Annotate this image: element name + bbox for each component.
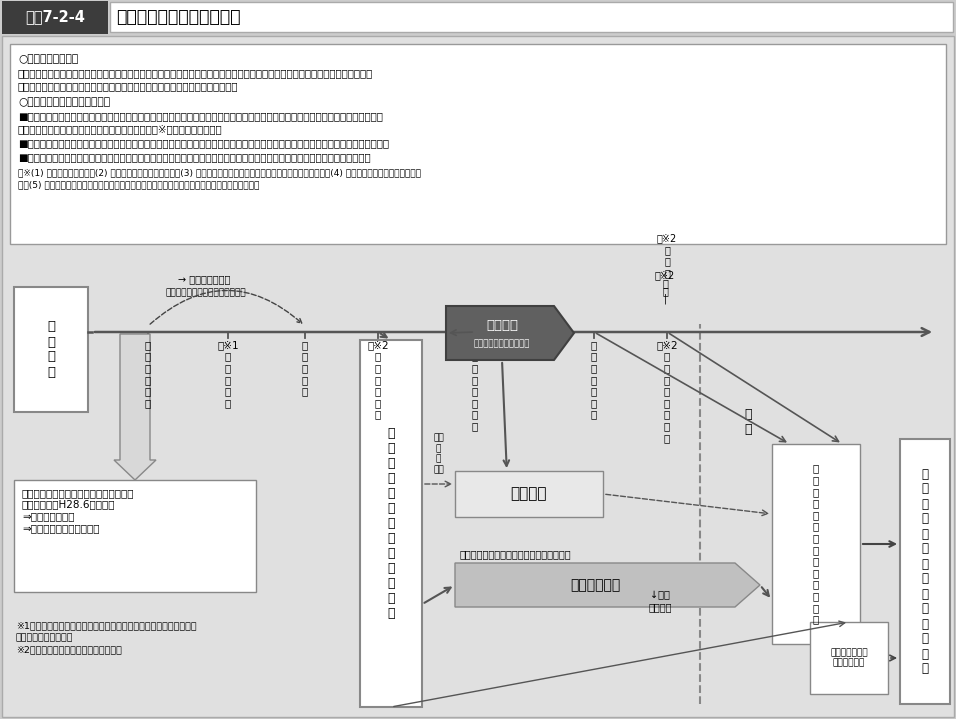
Text: センター調査: センター調査 <box>571 578 620 592</box>
Text: 再
発
の
防
止
に
関
す
る
普
及
啓
発
等: 再 発 の 防 止 に 関 す る 普 及 啓 発 等 <box>922 467 928 675</box>
Text: ※(1) 医療機関への支援、(2) 院内調査結果の整理・分析、(3) 遺族又は医療機関からの求めに応じて行う調査の実施、(4) 再発の防止に関する普及啓発、: ※(1) 医療機関への支援、(2) 院内調査結果の整理・分析、(3) 遺族又は医… <box>18 168 421 177</box>
Bar <box>360 340 422 707</box>
FancyArrowPatch shape <box>150 290 302 324</box>
Bar <box>110 2 953 32</box>
Bar <box>900 439 950 704</box>
Text: ○　医療事故の定義: ○ 医療事故の定義 <box>18 54 78 64</box>
Text: 医療事故調査制度の仕組み: 医療事故調査制度の仕組み <box>116 8 241 26</box>
Text: セ※2
ン
タ
ー: セ※2 ン タ ー <box>657 233 677 278</box>
Text: 院内での死亡事例を遺漏なく把握できる
体制を確保（H28.6見直し）
⇒医療事故の判断
⇒事例に対する適切な対応: 院内での死亡事例を遺漏なく把握できる 体制を確保（H28.6見直し） ⇒医療事故… <box>22 488 135 533</box>
Bar <box>455 471 603 517</box>
Text: 遺
族
へ
説
明: 遺 族 へ 説 明 <box>302 340 308 396</box>
Text: 死
亡
事
例
発
生: 死 亡 事 例 発 生 <box>145 340 151 408</box>
Text: ■　センターは、医療機関が行った調査結果の報告に係る整理・分析を行い、医療事故の再発の防止に関する普及啓発を行う。: ■ センターは、医療機関が行った調査結果の報告に係る整理・分析を行い、医療事故の… <box>18 152 371 162</box>
Text: 医
療
事
故
調
査
・
支
援
セ
ン
タ
ー: 医 療 事 故 調 査 ・ 支 援 セ ン タ ー <box>387 427 395 620</box>
Text: (5) 医療事故に係る調査に携わる者への研修等を適切かつ確実に行う新たな民間組織を指定。: (5) 医療事故に係る調査に携わる者への研修等を適切かつ確実に行う新たな民間組織… <box>18 180 259 189</box>
Bar <box>772 444 860 644</box>
Text: 遺
族: 遺 族 <box>745 408 751 436</box>
Text: 医療機関又は遺族からの依頼があった場合: 医療機関又は遺族からの依頼があった場合 <box>460 549 572 559</box>
Bar <box>14 287 88 412</box>
Text: 医※1
療
事
故
判
断: 医※1 療 事 故 判 断 <box>217 340 239 408</box>
Polygon shape <box>114 334 156 480</box>
Text: セ※2
ン
タ
ー
へ
結
果
報
告: セ※2 ン タ ー へ 結 果 報 告 <box>656 340 678 443</box>
Polygon shape <box>446 306 574 360</box>
Text: 遺
族
へ
結
果
説
明: 遺 族 へ 結 果 説 明 <box>591 340 598 420</box>
Text: ■　対象となる医療事故が発生した場合、医療機関は、遺族への説明、第三者機関へ報告、必要な調査の実施、調査結果について遺: ■ 対象となる医療事故が発生した場合、医療機関は、遺族への説明、第三者機関へ報告… <box>18 111 382 121</box>
Polygon shape <box>455 563 760 607</box>
Bar <box>2 1 108 34</box>
Text: 収集した情報の
整理及び分析: 収集した情報の 整理及び分析 <box>830 649 868 668</box>
Text: 族への説明及び医療事故調査・支援センター（※）への報告を行う。: 族への説明及び医療事故調査・支援センター（※）への報告を行う。 <box>18 124 223 134</box>
Text: ○　本制度における調査の流れ: ○ 本制度における調査の流れ <box>18 97 110 107</box>
Text: セ※2
ン
タ
ー
へ
報
告: セ※2 ン タ ー へ 報 告 <box>367 340 389 420</box>
Text: 院内調査: 院内調査 <box>486 319 518 332</box>
Text: 団体へ相談が可能: 団体へ相談が可能 <box>16 633 74 642</box>
Text: 図表7-2-4: 図表7-2-4 <box>25 9 85 24</box>
Bar <box>14 480 256 592</box>
Bar <box>810 622 888 694</box>
Text: タ: タ <box>663 286 668 296</box>
Text: ■　医療機関又は遺族から調査の依頼があったものについて、センターが調査を行い、その結果を医療機関及び遺族への報告を行う。: ■ 医療機関又は遺族から調査の依頼があったものについて、センターが調査を行い、そ… <box>18 138 389 148</box>
Text: ↓結果
報告受付: ↓結果 報告受付 <box>648 590 672 612</box>
Text: 支援団体: 支援団体 <box>511 487 547 501</box>
Text: （制度の外で一般的に行う説明）: （制度の外で一般的に行う説明） <box>166 288 247 297</box>
Text: ※1　管理者が判断する上での医療事故調査・支援センター又は支援: ※1 管理者が判断する上での医療事故調査・支援センター又は支援 <box>16 621 197 630</box>
Text: 医
療
機
関
及
び
遺
族
へ
の
結
果
報
告: 医 療 機 関 及 び 遺 族 へ の 結 果 報 告 <box>813 464 819 624</box>
Text: セ※2: セ※2 <box>655 270 675 280</box>
Text: 対象となる医療事故は、「医療機関に勤務する医療従事者が提供した医療に起因し、又は起因すると疑われる死亡又は死産であっ: 対象となる医療事故は、「医療機関に勤務する医療従事者が提供した医療に起因し、又は… <box>18 68 373 78</box>
Bar <box>10 44 946 244</box>
Text: （業
務
委
託）: （業 務 委 託） <box>433 434 444 474</box>
Text: （必要な支援を求める）: （必要な支援を求める） <box>474 339 531 348</box>
Text: 医
療
機
関: 医 療 機 関 <box>47 321 55 378</box>
Text: → 遺族等への説明: → 遺族等への説明 <box>178 274 230 284</box>
Text: て、当該医療機関の管理者がその死亡又は死産を予期しなかったもの」である。: て、当該医療機関の管理者がその死亡又は死産を予期しなかったもの」である。 <box>18 81 238 91</box>
Text: ン: ン <box>663 278 668 288</box>
Text: ※2　「医療事故調査・支援センター」: ※2 「医療事故調査・支援センター」 <box>16 645 121 654</box>
Text: 医
療
事
故
調
査
開
始: 医 療 事 故 調 査 開 始 <box>472 340 478 431</box>
Text: |: | <box>663 293 666 304</box>
